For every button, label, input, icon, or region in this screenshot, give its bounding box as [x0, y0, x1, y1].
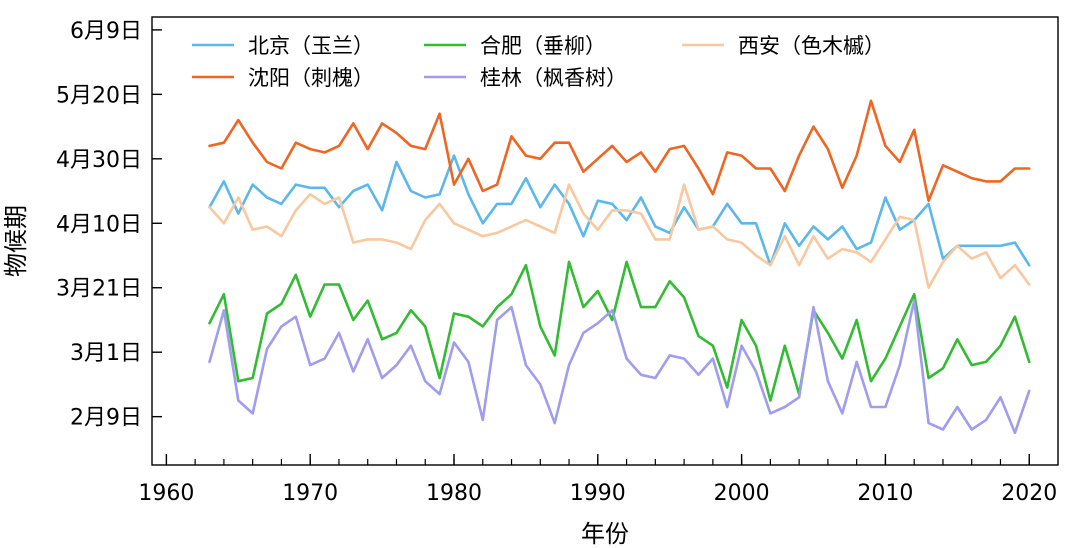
y-axis-title: 物候期: [2, 205, 30, 277]
y-tick-label: 6月9日: [70, 19, 142, 44]
y-tick-label: 5月20日: [56, 83, 142, 108]
x-tick-label: 1970: [282, 481, 338, 506]
axis-ticks: 1960 1970 1980 1990 2000 2010 2020 2月9日 3月1日 3月21…: [56, 19, 1057, 506]
legend: 北京（玉兰） 合肥（垂柳） 西安（色木槭） 沈阳（刺槐） 桂林（枫香树）: [192, 34, 885, 90]
x-axis-title: 年份: [581, 520, 629, 548]
series-lines: [208, 99, 1031, 435]
y-tick-label: 4月10日: [56, 212, 142, 237]
series-line-2: [208, 183, 1031, 290]
x-tick-label: 2000: [714, 481, 770, 506]
legend-label-0: 北京（玉兰）: [248, 34, 374, 58]
legend-label-3: 沈阳（刺槐）: [248, 66, 374, 90]
x-tick-label: 1990: [570, 481, 626, 506]
legend-label-4: 桂林（枫香树）: [480, 66, 627, 90]
x-tick-label: 1980: [426, 481, 482, 506]
y-tick-label: 2月9日: [70, 406, 142, 431]
x-tick-label: 2020: [1001, 481, 1057, 506]
series-line-3: [208, 99, 1031, 202]
series-line-1: [208, 260, 1031, 402]
y-tick-label: 3月21日: [56, 277, 142, 302]
y-tick-label: 4月30日: [56, 148, 142, 173]
y-tick-label: 3月1日: [70, 341, 142, 366]
x-tick-label: 1960: [138, 481, 194, 506]
x-tick-label: 2010: [857, 481, 913, 506]
plot-frame: [151, 16, 1059, 466]
legend-label-1: 合肥（垂柳）: [480, 34, 606, 58]
series-line-0: [208, 154, 1031, 267]
series-line-4: [208, 299, 1031, 435]
legend-label-2: 西安（色木槭）: [738, 34, 885, 58]
